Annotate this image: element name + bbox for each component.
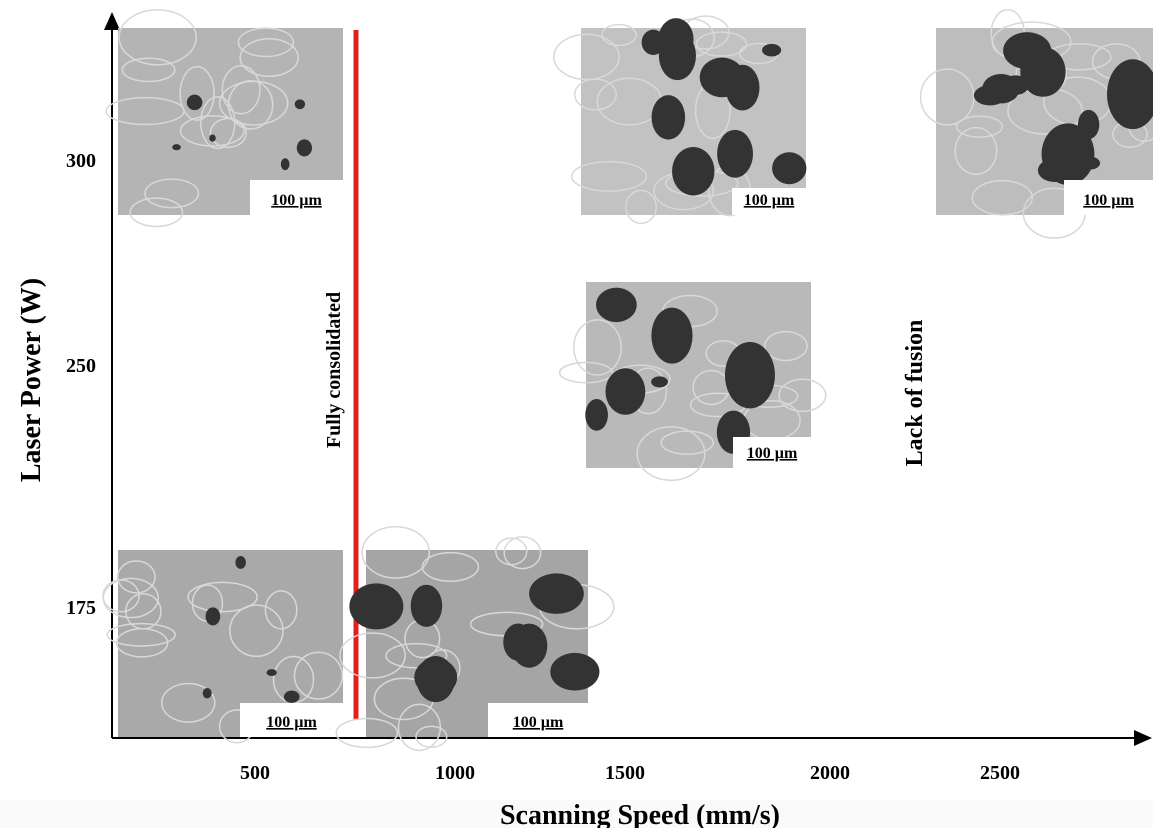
pore [172, 144, 181, 150]
pore [717, 130, 753, 178]
pore [206, 607, 221, 625]
pore [235, 556, 245, 569]
pore [550, 653, 599, 691]
pore [349, 583, 403, 629]
scale-bar-label: 100 µm [513, 714, 564, 731]
y-tick-label: 175 [66, 597, 96, 619]
micrograph: 100 µm [560, 282, 826, 480]
pore [281, 158, 290, 170]
scale-bar-label: 100 µm [271, 192, 322, 209]
micrograph: 100 µm [921, 10, 1153, 238]
x-axis-label: Scanning Speed (mm/s) [500, 800, 780, 828]
pore [1002, 75, 1029, 95]
x-tick-label: 500 [240, 762, 270, 784]
pore [725, 342, 775, 408]
pore [297, 139, 312, 156]
pore [267, 669, 277, 676]
pore [1003, 32, 1051, 69]
region-label: Lack of fusion [902, 320, 928, 467]
pore [672, 147, 714, 196]
pore [772, 152, 806, 184]
region-label: Fully consolidated [323, 292, 345, 448]
micrograph: 100 µm [554, 16, 807, 223]
x-tick-label: 2500 [980, 762, 1020, 784]
pore [651, 376, 668, 387]
micrograph: 100 µm [336, 527, 614, 751]
y-tick-label: 300 [66, 150, 96, 172]
pore [659, 31, 696, 80]
pore [284, 691, 300, 703]
pore [209, 134, 215, 141]
scale-bar-label: 100 µm [266, 714, 317, 731]
x-tick-label: 1500 [605, 762, 645, 784]
pore [503, 623, 533, 660]
scale-bar-label: 100 µm [1083, 192, 1134, 209]
pore [651, 308, 692, 364]
pore [203, 688, 212, 698]
figure: Scanning Speed (mm/s) Laser Power (W) Fu… [0, 0, 1153, 828]
pore [529, 573, 584, 614]
pore [700, 58, 745, 98]
x-tick-label: 2000 [810, 762, 850, 784]
micrograph: 100 µm [103, 550, 343, 743]
scale-bar-label: 100 µm [747, 445, 798, 462]
pore [762, 44, 781, 56]
y-axis-label: Laser Power (W) [16, 278, 47, 482]
pore [295, 99, 305, 109]
pore [596, 288, 637, 322]
pore [652, 95, 686, 139]
micrograph: 100 µm [106, 10, 343, 227]
pore [605, 368, 645, 414]
pore [411, 585, 443, 627]
pore [1042, 123, 1095, 185]
y-tick-label: 250 [66, 355, 96, 377]
pore [416, 656, 454, 702]
x-tick-label: 1000 [435, 762, 475, 784]
scale-bar-label: 100 µm [744, 192, 795, 209]
pore [187, 95, 203, 110]
pore [585, 399, 608, 431]
